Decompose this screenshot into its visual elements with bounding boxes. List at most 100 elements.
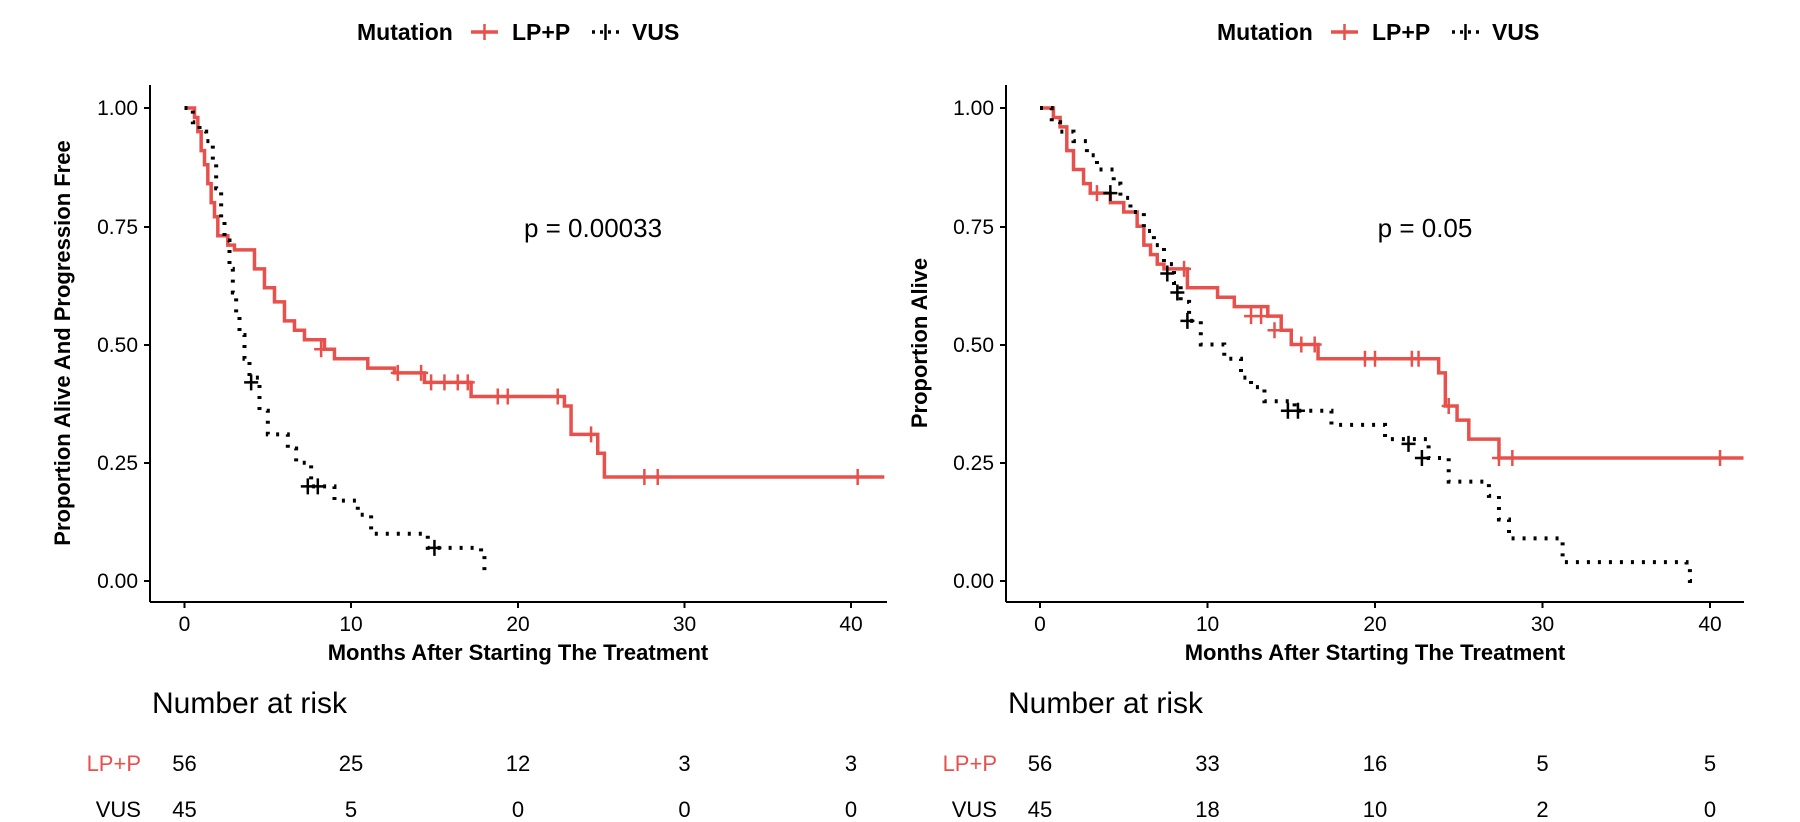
censor-mark-lp-p [1368, 350, 1382, 367]
x-tick-label: 20 [1363, 613, 1386, 636]
x-tick-label: 40 [839, 613, 862, 636]
risk-value: 0 [678, 797, 690, 822]
y-tick-label: 1.00 [953, 97, 994, 120]
censor-mark-lp-p [850, 468, 865, 485]
risk-value: 18 [1195, 797, 1219, 822]
censor-mark-vus [427, 539, 442, 556]
y-tick-label: 0.00 [953, 570, 994, 593]
right-plot-area [1040, 106, 1744, 583]
risk-value: 3 [678, 751, 690, 776]
risk-value: 0 [845, 797, 857, 822]
censor-mark-lp-p [1411, 350, 1426, 367]
censor-mark-lp-p [550, 388, 565, 405]
censor-mark-lp-p [1267, 322, 1282, 339]
y-tick-label: 1.00 [97, 97, 138, 120]
y-tick-label: 0.75 [953, 216, 994, 239]
x-tick-label: 20 [506, 613, 529, 636]
right-risk-table: Number at risk LP+P VUS 56 33 16 5 5 45 … [943, 687, 1717, 822]
y-tick-label: 0.75 [97, 216, 138, 239]
risk-value: 5 [1704, 751, 1716, 776]
censor-mark-lp-p [460, 374, 475, 391]
censor-mark-vus [1180, 312, 1195, 329]
left-panel: Mutation LP+P VUS 1.00 0.75 0.50 0.25 0.… [50, 19, 887, 822]
risk-value: 2 [1536, 797, 1548, 822]
censor-mark-lp-p [1177, 260, 1192, 277]
censor-mark-lp-p [1307, 336, 1322, 353]
censor-mark-vus [1290, 402, 1305, 419]
censor-mark-lp-p [1491, 450, 1506, 467]
censor-mark-vus [310, 478, 325, 495]
risk-value: 45 [172, 797, 196, 822]
y-axis-title: Proportion Alive And Progression Free [50, 140, 75, 545]
y-tick-label: 0.00 [97, 570, 138, 593]
censor-mark-lp-p [314, 341, 329, 358]
y-axis-title: Proportion Alive [907, 258, 932, 428]
censor-mark-lp-p [650, 468, 665, 485]
x-tick-label: 10 [1196, 613, 1219, 636]
risk-value: 0 [1704, 797, 1716, 822]
left-legend: Mutation LP+P VUS [357, 19, 679, 45]
y-tick-label: 0.50 [953, 334, 994, 357]
censor-mark-vus [1401, 435, 1416, 452]
censor-mark-lp-p [1089, 185, 1104, 202]
censor-mark-vus [1160, 265, 1175, 282]
right-legend: Mutation LP+P VUS [1217, 19, 1539, 45]
survival-curve-vus [1040, 106, 1694, 583]
risk-table-title: Number at risk [1008, 687, 1204, 720]
censor-mark-lp-p [1505, 450, 1520, 467]
x-tick-label: 0 [179, 613, 191, 636]
x-tick-label: 30 [1531, 613, 1554, 636]
risk-value: 0 [512, 797, 524, 822]
censor-mark-lp-p [500, 388, 515, 405]
y-ticks: 1.00 0.75 0.50 0.25 0.00 [953, 97, 1006, 593]
risk-row-label-vus: VUS [952, 797, 997, 822]
legend-label-lp-p: LP+P [1372, 19, 1430, 45]
censor-mark-lp-p [437, 374, 452, 391]
legend-label-lp-p: LP+P [512, 19, 570, 45]
censor-mark-lp-p [637, 468, 652, 485]
censor-mark-lp-p [390, 364, 405, 381]
censor-mark-lp-p [1441, 397, 1456, 414]
risk-value: 3 [845, 751, 857, 776]
censor-mark-vus [1414, 450, 1429, 467]
risk-value: 56 [1028, 751, 1052, 776]
right-panel: Mutation LP+P VUS 1.00 0.75 0.50 0.25 0.… [907, 19, 1744, 822]
y-tick-label: 0.25 [97, 452, 138, 475]
risk-row-label-lp-p: LP+P [87, 751, 141, 776]
censor-mark-lp-p [1254, 308, 1269, 325]
x-ticks: 0 10 20 30 40 [1034, 602, 1722, 636]
censor-mark-vus [1170, 284, 1185, 301]
risk-value: 33 [1195, 751, 1219, 776]
censor-mark-lp-p [1713, 450, 1728, 467]
p-value-annotation: p = 0.00033 [524, 213, 662, 243]
censor-mark-lp-p [584, 426, 599, 443]
x-tick-label: 40 [1698, 613, 1721, 636]
censor-mark-vus [1103, 185, 1118, 202]
survival-curve-lp-p [1040, 106, 1744, 460]
risk-table-title: Number at risk [152, 687, 348, 720]
risk-value: 5 [1536, 751, 1548, 776]
risk-value: 16 [1363, 751, 1387, 776]
left-risk-table: Number at risk LP+P VUS 56 25 12 3 3 45 … [87, 687, 858, 822]
censor-mark-lp-p [414, 364, 429, 381]
survival-curve-vus [184, 106, 487, 574]
x-ticks: 0 10 20 30 40 [179, 602, 863, 636]
y-tick-label: 0.50 [97, 334, 138, 357]
censor-mark-lp-p [424, 374, 439, 391]
censor-mark-vus [244, 374, 259, 391]
survival-curve-lp-p [184, 106, 885, 479]
x-tick-label: 10 [339, 613, 362, 636]
y-tick-label: 0.25 [953, 452, 994, 475]
risk-value: 5 [345, 797, 357, 822]
risk-value: 25 [339, 751, 363, 776]
legend-title: Mutation [1217, 19, 1313, 45]
censor-mark-lp-p [1294, 336, 1309, 353]
x-axis-title: Months After Starting The Treatment [328, 640, 709, 665]
risk-row-label-lp-p: LP+P [943, 751, 997, 776]
left-plot-area [184, 106, 885, 574]
x-tick-label: 0 [1034, 613, 1046, 636]
x-axis-title: Months After Starting The Treatment [1185, 640, 1566, 665]
y-ticks: 1.00 0.75 0.50 0.25 0.00 [97, 97, 150, 593]
risk-row-label-vus: VUS [96, 797, 141, 822]
